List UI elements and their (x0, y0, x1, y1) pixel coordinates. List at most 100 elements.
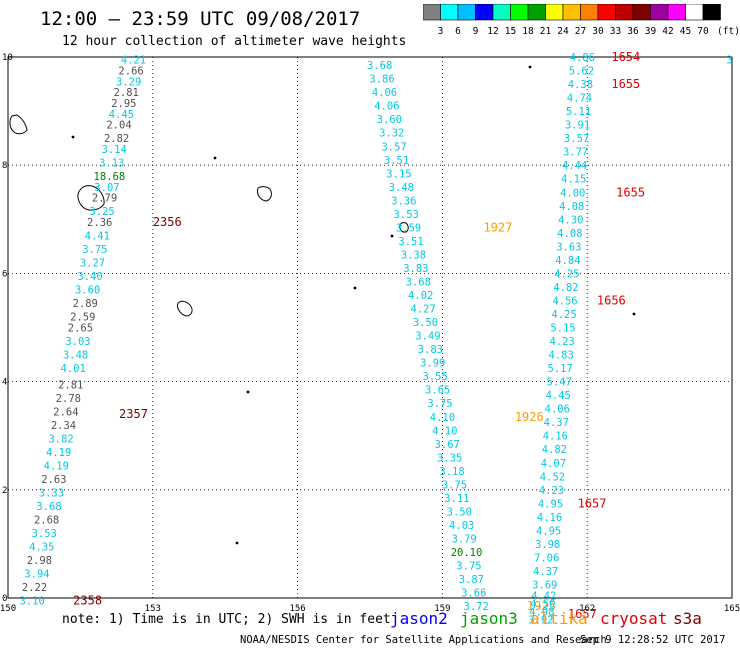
swh-value-label: 3.99 (420, 358, 445, 370)
island-outline (257, 186, 272, 202)
color-scale-label: 21 (539, 26, 552, 37)
swh-value-label: 4.02 (408, 290, 433, 302)
swh-value-label: 2.63 (41, 474, 66, 486)
swh-value-label: 4.52 (540, 471, 565, 483)
swh-value-label: 3.75 (456, 561, 481, 573)
footer-note: note: 1) Time is in UTC; 2) SWH is in fe… (62, 612, 391, 627)
swh-value-label: 5.15 (550, 323, 575, 335)
y-tick-label: 0 (2, 594, 7, 604)
swh-value-label: 4.74 (567, 93, 592, 105)
y-tick-label: 10 (2, 53, 13, 63)
swh-value-label: 3.59 (396, 222, 421, 234)
swh-value-label: 3.18 (439, 466, 464, 478)
swh-value-label: 3.25 (89, 206, 114, 218)
color-scale-swatches (422, 3, 721, 21)
swh-value-label: 3.15 (386, 168, 411, 180)
swh-value-label: 2.98 (27, 555, 52, 567)
swh-value-label: 4.06 (372, 87, 397, 99)
swh-value-label: 3.82 (48, 433, 73, 445)
swh-value-label: 3.33 (39, 488, 64, 500)
color-scale-label: 6 (455, 26, 461, 37)
swh-value-label: 5.47 (547, 377, 572, 389)
swh-value-label: 3.75 (427, 398, 452, 410)
y-tick-label: 2 (2, 486, 7, 496)
island-outline (177, 300, 193, 317)
swh-value-label: 4.00 (560, 187, 585, 199)
swh-value-label: 2.22 (22, 582, 47, 594)
swh-value-label: 4.35 (29, 542, 54, 554)
swh-value-label: 3.72 (464, 601, 489, 613)
swh-value-label: 3.38 (401, 249, 426, 261)
color-scale-label: 27 (574, 26, 587, 37)
swh-value-label: 3.79 (451, 533, 476, 545)
y-tick-label: 8 (2, 161, 7, 171)
island-outline (9, 114, 28, 135)
color-scale-label: 12 (487, 26, 499, 37)
x-tick-label: 165 (724, 604, 740, 614)
color-swatch (702, 3, 721, 21)
swh-value-label: 3.60 (75, 285, 100, 297)
pass-time-label: 1655 (611, 77, 640, 91)
swh-value-label: 3.07 (94, 182, 119, 194)
swh-value-label: 4.56 (552, 295, 577, 307)
swh-value-label: 3.48 (389, 182, 414, 194)
swh-value-label: 4.98 (529, 607, 554, 619)
swh-value-label: 18.68 (94, 171, 126, 183)
swh-value-label: 3.50 (413, 317, 438, 329)
color-scale-label: 36 (627, 26, 639, 37)
swh-value-label: 3.83 (418, 344, 443, 356)
swh-value-label: 3.29 (116, 76, 141, 88)
color-scale-label: 3 (437, 26, 444, 37)
swh-value-label: 3.32 (379, 128, 404, 140)
swh-value-label: 2.65 (68, 323, 93, 335)
pass-time-label: 1656 (597, 293, 626, 307)
swh-value-label: 3 (726, 55, 732, 67)
islet-dot (353, 286, 357, 290)
swh-value-label: 3.49 (415, 331, 440, 343)
swh-value-label: 4.86 (570, 52, 595, 64)
swh-value-label: 3.69 (532, 579, 557, 591)
swh-value-label: 2.95 (111, 98, 136, 110)
island-outline (399, 222, 409, 233)
x-tick-label: 150 (0, 604, 16, 614)
swh-value-label: 4.19 (44, 460, 69, 472)
swh-value-label: 4.25 (551, 309, 576, 321)
swh-value-label: 4.01 (61, 363, 86, 375)
swh-value-label: 4.16 (537, 512, 562, 524)
swh-value-label: 3.27 (80, 258, 105, 270)
legend-jason2: jason2 (390, 609, 448, 628)
swh-value-label: 3.36 (391, 195, 416, 207)
swh-value-label: 5.17 (548, 363, 573, 375)
page-title: 12:00 – 23:59 UTC 09/08/2017 (40, 8, 361, 30)
swh-value-label: 4.45 (546, 390, 571, 402)
swh-value-label: 4.84 (555, 255, 580, 267)
swh-value-label: 3.68 (406, 277, 431, 289)
swh-value-label: 3.51 (384, 155, 409, 167)
y-tick-label: 6 (2, 269, 7, 279)
swh-value-label: 4.83 (548, 350, 573, 362)
color-scale-label: 9 (472, 26, 479, 37)
swh-value-label: 4.30 (558, 214, 583, 226)
y-tick-label: 4 (2, 378, 7, 388)
x-tick-label: 153 (145, 604, 161, 614)
swh-value-label: 2.89 (73, 298, 98, 310)
swh-value-label: 4.21 (121, 55, 146, 67)
swh-value-label: 4.19 (46, 447, 71, 459)
swh-value-label: 4.10 (432, 425, 457, 437)
swh-value-label: 20.10 (451, 547, 483, 559)
swh-value-label: 3.65 (425, 385, 450, 397)
islet-dot (390, 234, 394, 238)
swh-value-label: 3.67 (435, 439, 460, 451)
color-scale-label: 30 (592, 26, 604, 37)
islet-dot (246, 390, 250, 394)
swh-value-label: 3.92 (528, 615, 553, 627)
pass-time-label: 2357 (119, 407, 148, 421)
swh-value-label: 3.60 (377, 114, 402, 126)
pass-time-label: 1657 (568, 607, 597, 621)
swh-value-label: 4.37 (533, 566, 558, 578)
swh-value-label: 4.37 (544, 417, 569, 429)
color-scale-label: 45 (679, 26, 692, 37)
generated-timestamp: Sep 9 12:28:52 UTC 2017 (580, 634, 726, 646)
swh-value-label: 4.16 (543, 431, 568, 443)
